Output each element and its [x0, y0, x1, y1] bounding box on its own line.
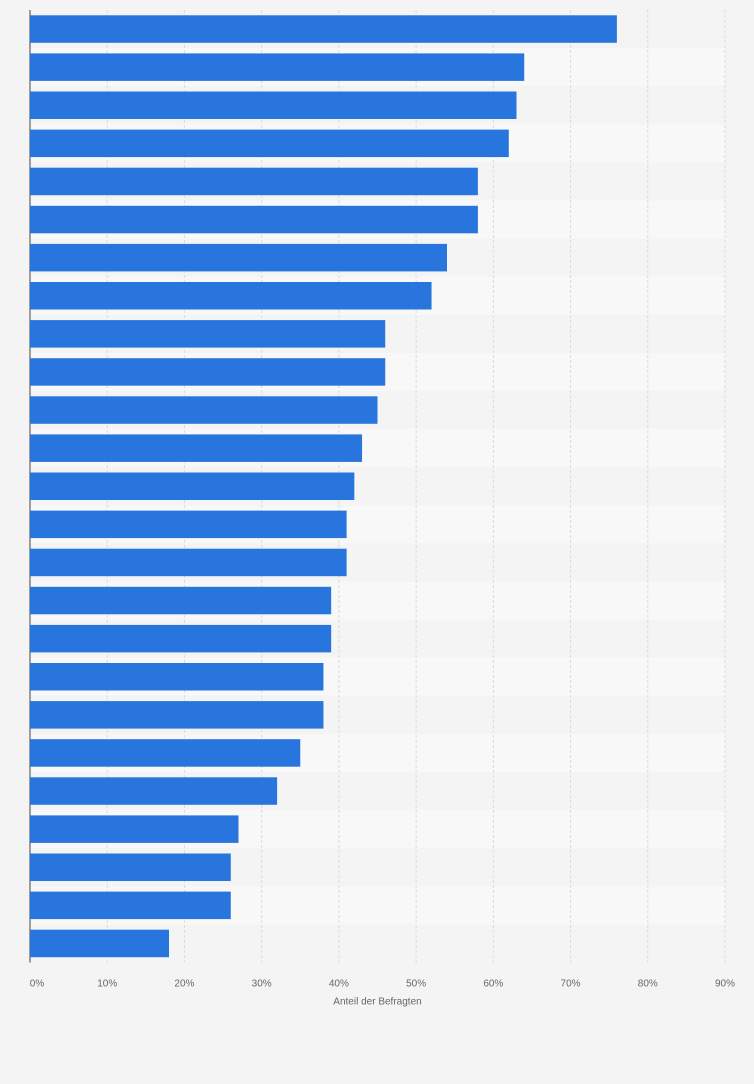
bar	[30, 358, 386, 386]
bar	[30, 510, 347, 539]
bar	[30, 167, 478, 196]
bar	[30, 320, 386, 348]
x-tick-label: 80%	[638, 979, 658, 990]
bar	[30, 891, 231, 920]
x-axis-label: Anteil der Befragten	[333, 997, 421, 1008]
bar	[30, 701, 324, 729]
bar	[30, 739, 301, 767]
x-tick-label: 60%	[483, 979, 503, 990]
bar	[30, 815, 239, 843]
x-tick-label: 20%	[174, 979, 194, 990]
bar	[30, 205, 478, 234]
x-tick-label: 90%	[715, 979, 735, 990]
bar	[30, 53, 525, 81]
bar	[30, 853, 231, 881]
bar	[30, 548, 347, 577]
bar	[30, 129, 509, 158]
bar	[30, 15, 617, 43]
bar	[30, 282, 432, 310]
x-tick-label: 50%	[406, 979, 426, 990]
bar	[30, 586, 332, 615]
bar	[30, 434, 363, 462]
bars	[30, 15, 617, 958]
bar	[30, 624, 332, 653]
x-tick-label: 40%	[329, 979, 349, 990]
x-tick-label: 30%	[252, 979, 272, 990]
bar	[30, 91, 517, 119]
x-tick-labels: 0% 10% 20% 30% 40% 50% 60% 70% 80% 90%	[30, 979, 735, 990]
bar	[30, 663, 324, 691]
x-tick-label: 0%	[30, 979, 45, 990]
bar	[30, 777, 278, 805]
x-tick-label: 70%	[561, 979, 581, 990]
x-tick-label: 10%	[97, 979, 117, 990]
bar	[30, 929, 169, 958]
bar	[30, 243, 447, 272]
bar	[30, 472, 355, 500]
bar	[30, 396, 378, 424]
